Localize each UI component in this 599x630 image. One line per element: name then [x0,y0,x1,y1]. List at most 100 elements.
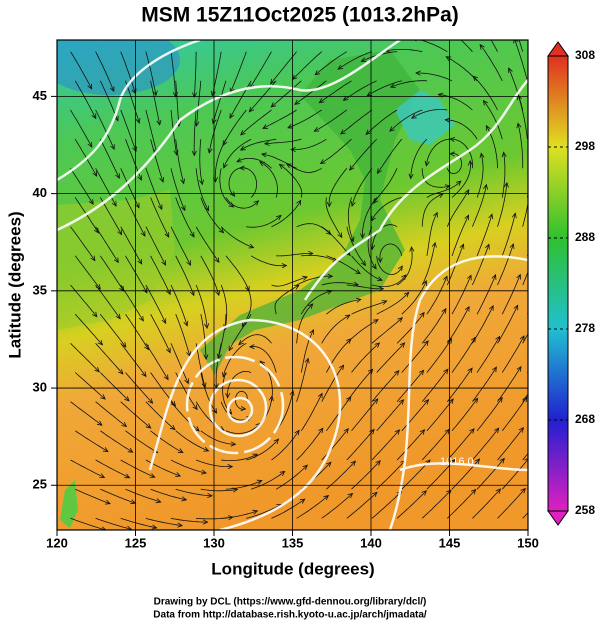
streamline [377,138,403,174]
streamline-arrow [132,146,137,153]
streamline-arrow [340,129,346,135]
streamline-arrow [360,260,367,267]
streamline [170,109,178,155]
streamline-arrow [248,106,255,113]
streamline-arrow [518,426,524,433]
streamline [476,397,503,432]
streamline [145,284,167,324]
streamline [326,460,356,490]
streamline [373,168,398,204]
streamline [240,109,272,136]
title: MSM 15Z11Oct2025 (1013.2hPa) [141,4,459,27]
x-tick-label: 145 [439,535,461,550]
colorbar-tick-label: 288 [575,230,595,244]
streamline [296,358,309,402]
streamline-arrow [509,243,515,249]
streamline [95,168,117,207]
streamline [150,197,170,238]
streamline-arrow [141,371,147,378]
streamline-arrow [252,509,259,515]
streamline-arrow [87,83,93,90]
streamline-arrow [296,199,302,206]
streamline-arrow [92,171,98,177]
streamline [223,138,252,169]
streamline-arrow [113,257,119,264]
streamline [351,255,383,281]
streamline [236,158,272,169]
streamline [472,427,500,461]
streamline [346,429,375,461]
streamline [220,284,228,330]
streamline-arrow [228,202,235,208]
streamline-arrow [371,263,377,270]
streamline [522,332,528,344]
streamline [514,40,528,81]
streamline-arrow [474,458,481,464]
streamline-arrow [350,201,356,207]
streamline [120,226,143,265]
streamline [296,223,332,235]
streamline [150,314,171,353]
streamline [200,430,236,445]
streamline-arrow [409,246,415,252]
streamline-arrow [371,491,378,498]
streamline [376,342,405,373]
streamline [294,80,327,105]
streamline [74,430,109,452]
streamline-arrow [223,162,228,169]
streamline [170,459,207,474]
streamline [508,67,524,111]
streamline-arrow [183,320,189,327]
streamline-arrow [279,470,286,476]
streamline [175,314,191,357]
streamline [234,390,248,410]
streamline [522,393,528,402]
streamline [314,51,348,76]
footer-line: Drawing by DCL (https://www.gfd-dennou.o… [154,597,427,608]
streamline-arrow [491,366,497,373]
streamline [175,197,195,238]
streamline [401,340,429,373]
x-axis-label: Longitude (degrees) [211,559,374,578]
colorbar-tick-label: 278 [575,321,595,335]
streamline [150,488,187,501]
streamline-arrow [524,458,528,463]
streamline-arrow [317,392,323,399]
streamline [490,40,498,52]
streamline [70,109,93,148]
streamline-arrow [241,321,247,328]
streamline [120,109,137,152]
streamline [74,313,103,346]
streamline-arrow [503,181,509,188]
streamline [476,458,505,490]
streamline [170,517,208,523]
streamline [291,138,327,150]
streamline-arrow [228,345,234,352]
streamline [170,51,177,97]
streamline-arrow [472,75,479,82]
streamline [199,139,203,185]
streamline-arrow [355,269,361,275]
streamline [351,168,373,207]
streamline [396,312,425,344]
streamline [371,429,400,461]
streamline [271,200,302,228]
streamline [376,255,403,275]
streamline [125,197,146,237]
streamline [346,284,384,290]
streamline [421,368,449,402]
streamline-arrow [211,118,217,125]
streamline-arrow [88,199,94,205]
streamline [170,168,186,211]
streamline-arrow [318,98,325,104]
streamline-arrow [181,496,188,502]
colorbar-tick-label: 298 [575,139,595,153]
streamline [271,276,308,287]
streamline-arrow [398,399,405,405]
streamline [401,280,427,315]
streamline-arrow [499,457,505,464]
streamline-arrow [419,311,425,318]
streamline-arrow [201,469,207,475]
streamline [326,338,352,373]
streamline-arrow [459,243,465,250]
